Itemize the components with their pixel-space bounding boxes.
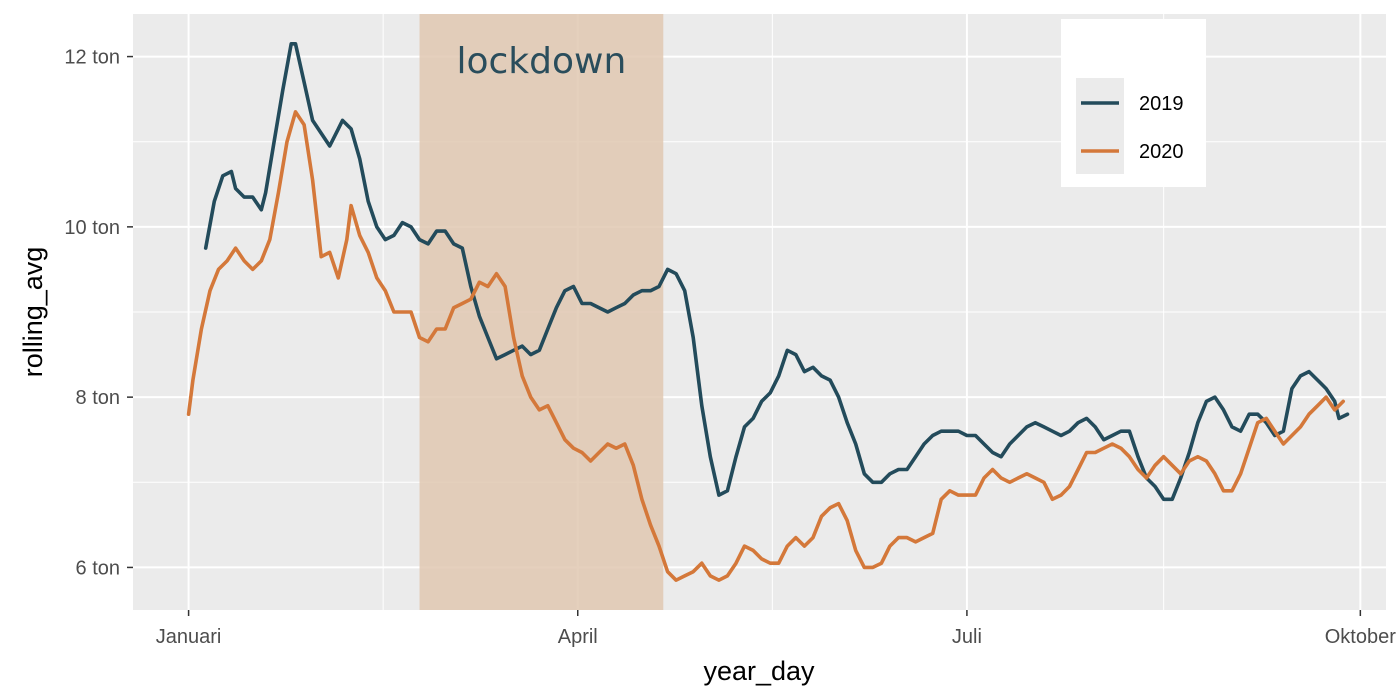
legend-key-background bbox=[1076, 78, 1124, 174]
y-tick-label: 6 ton bbox=[76, 557, 120, 579]
lockdown-label: lockdown bbox=[456, 41, 626, 82]
legend: 2019 2020 bbox=[1061, 19, 1206, 187]
series-line-2020 bbox=[186, 110, 1345, 582]
x-tick-label: April bbox=[558, 626, 598, 648]
x-axis-title: year_day bbox=[703, 656, 815, 686]
y-tick-label: 10 ton bbox=[64, 217, 120, 239]
lockdown-band bbox=[419, 14, 664, 610]
x-tick-label: Januari bbox=[156, 626, 222, 648]
x-tick-label: Oktober bbox=[1325, 626, 1396, 648]
legend-label: 2019 bbox=[1139, 93, 1184, 115]
series-line-2019 bbox=[203, 42, 1350, 502]
x-axis: Januari April Juli Oktober bbox=[156, 610, 1396, 648]
legend-label: 2020 bbox=[1139, 141, 1184, 163]
y-axis-title: rolling_avg bbox=[18, 247, 48, 378]
x-tick-label: Juli bbox=[952, 626, 982, 648]
y-tick-label: 8 ton bbox=[76, 387, 120, 409]
y-tick-label: 12 ton bbox=[64, 47, 120, 69]
series-layer bbox=[186, 42, 1350, 582]
y-axis: 6 ton 8 ton 10 ton 12 ton bbox=[64, 47, 133, 579]
